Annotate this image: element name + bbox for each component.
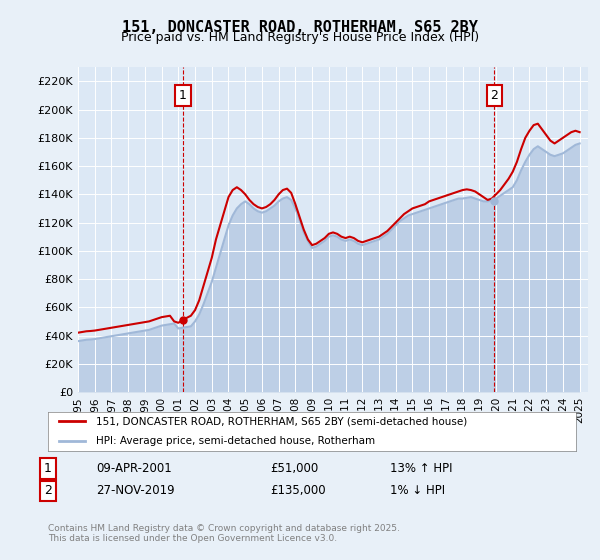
Text: 13% ↑ HPI: 13% ↑ HPI (390, 462, 452, 475)
Text: 2: 2 (44, 484, 52, 497)
Text: £51,000: £51,000 (270, 462, 318, 475)
Text: 27-NOV-2019: 27-NOV-2019 (96, 484, 175, 497)
Text: 2: 2 (490, 89, 498, 102)
Text: 1% ↓ HPI: 1% ↓ HPI (390, 484, 445, 497)
Text: £135,000: £135,000 (270, 484, 326, 497)
Text: 151, DONCASTER ROAD, ROTHERHAM, S65 2BY: 151, DONCASTER ROAD, ROTHERHAM, S65 2BY (122, 20, 478, 35)
Text: HPI: Average price, semi-detached house, Rotherham: HPI: Average price, semi-detached house,… (95, 436, 374, 446)
Text: Contains HM Land Registry data © Crown copyright and database right 2025.
This d: Contains HM Land Registry data © Crown c… (48, 524, 400, 543)
Text: 151, DONCASTER ROAD, ROTHERHAM, S65 2BY (semi-detached house): 151, DONCASTER ROAD, ROTHERHAM, S65 2BY … (95, 417, 467, 426)
Text: 1: 1 (179, 89, 187, 102)
Text: Price paid vs. HM Land Registry's House Price Index (HPI): Price paid vs. HM Land Registry's House … (121, 31, 479, 44)
Text: 1: 1 (44, 462, 52, 475)
Text: 09-APR-2001: 09-APR-2001 (96, 462, 172, 475)
